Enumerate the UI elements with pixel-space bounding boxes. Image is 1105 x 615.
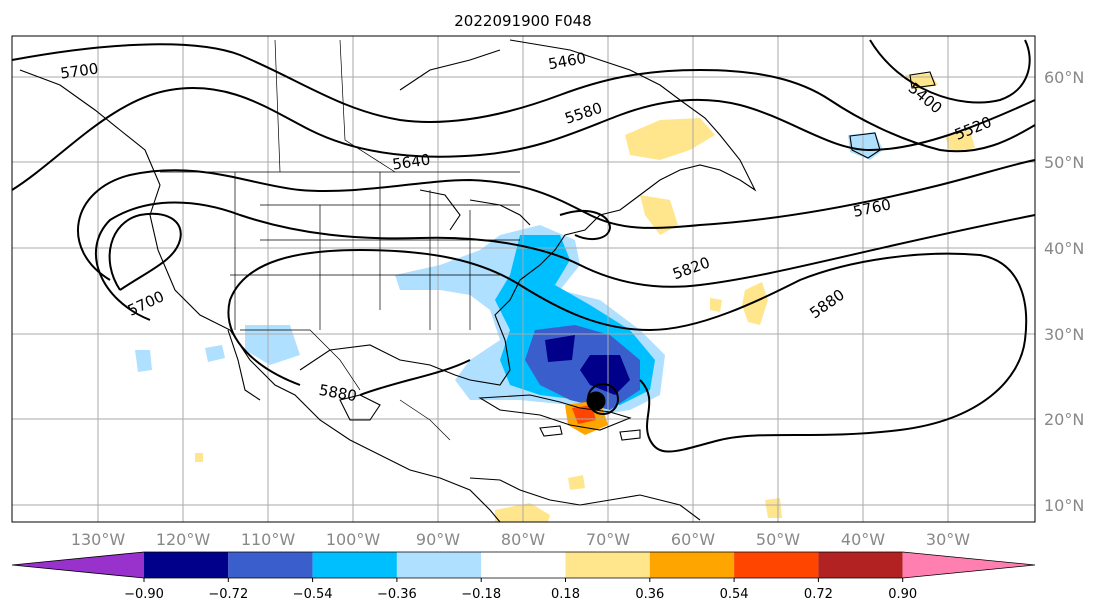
colorbar-tick-label: 0.90 (888, 587, 917, 602)
colorbar-cell (12, 552, 144, 578)
lat-label: 20°N (1044, 410, 1084, 429)
lon-label: 30°W (926, 530, 970, 549)
colorbar-cell (396, 552, 482, 578)
colorbar-tick-label: −0.18 (461, 587, 501, 602)
lat-label: 40°N (1044, 239, 1084, 258)
height-contours (11, 39, 1036, 453)
graticule (12, 36, 1035, 522)
colorbar-tick-label: −0.72 (208, 587, 248, 602)
colorbar-cell (144, 552, 229, 578)
colorbar-cells (12, 552, 1035, 578)
colorbar-cell (565, 552, 650, 578)
colorbar-tick-label: 0.36 (635, 587, 664, 602)
lat-label: 30°N (1044, 325, 1084, 344)
colorbar-cell (818, 552, 903, 578)
lon-label: 130°W (71, 530, 126, 549)
colorbar-tick-label: 0.72 (804, 587, 833, 602)
lon-label: 80°W (501, 530, 545, 549)
colorbar-cell (481, 552, 566, 578)
colorbar: −0.90 −0.72 −0.54 −0.36 −0.18 0.18 0.36 … (11, 551, 1036, 602)
colorbar-tick-label: −0.36 (377, 587, 417, 602)
colorbar-cell (228, 552, 313, 578)
lat-label: 10°N (1044, 496, 1084, 515)
lon-label: 40°W (841, 530, 885, 549)
lon-label: 120°W (156, 530, 211, 549)
colorbar-cell (312, 552, 397, 578)
lat-label: 50°N (1044, 153, 1084, 172)
colorbar-cell (734, 552, 819, 578)
colorbar-tick-label: −0.90 (124, 587, 164, 602)
colorbar-tick-marks (143, 578, 904, 582)
latitude-labels: 60°N 50°N 40°N 30°N 20°N 10°N (1044, 68, 1084, 515)
colorbar-cell (902, 552, 1035, 578)
lon-label: 70°W (586, 530, 630, 549)
lon-label: 50°W (756, 530, 800, 549)
lon-label: 60°W (671, 530, 715, 549)
contour-label: 5640 (391, 150, 431, 173)
lon-label: 90°W (416, 530, 460, 549)
contour-label: 5700 (59, 59, 99, 82)
colorbar-cell (649, 552, 735, 578)
colorbar-tick-label: 0.54 (720, 587, 749, 602)
map-title: 2022091900 F048 (454, 12, 591, 30)
map-panel: 5700 5460 5400 5580 5520 5640 5760 5820 … (11, 35, 1036, 523)
shading-negative (135, 132, 883, 415)
colorbar-tick-labels: −0.90 −0.72 −0.54 −0.36 −0.18 0.18 0.36 … (124, 587, 917, 602)
lat-label: 60°N (1044, 68, 1084, 87)
colorbar-tick-label: 0.18 (551, 587, 580, 602)
colorbar-tick-label: −0.54 (293, 587, 333, 602)
lon-label: 110°W (241, 530, 296, 549)
longitude-labels: 130°W 120°W 110°W 100°W 90°W 80°W 70°W 6… (71, 530, 970, 549)
lon-label: 100°W (326, 530, 381, 549)
